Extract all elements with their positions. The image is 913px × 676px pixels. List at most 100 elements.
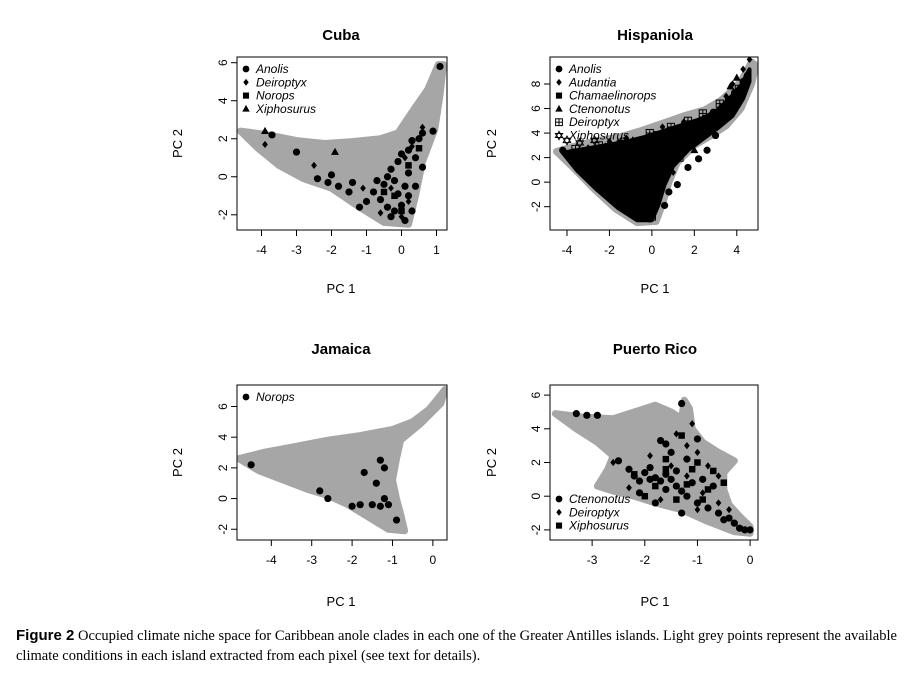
available-climate-point <box>601 439 609 447</box>
x-tick-label: -4 <box>562 243 573 257</box>
available-climate-point <box>321 160 329 168</box>
point-ctenonotus <box>625 465 633 473</box>
available-climate-point <box>257 455 265 463</box>
point-norops <box>380 494 389 503</box>
x-tick-label: 4 <box>733 243 740 257</box>
y-axis-label: PC 2 <box>484 129 499 158</box>
available-climate-point <box>370 516 378 524</box>
point-norops <box>391 192 398 200</box>
available-climate-point <box>712 461 720 469</box>
point-deiroptyx <box>405 197 412 206</box>
point-anolis <box>661 201 669 210</box>
legend-label-audantia: Audantia <box>568 75 617 89</box>
point-deiroptyx <box>715 99 724 108</box>
point-anolis <box>401 216 409 225</box>
available-climate-point <box>650 432 659 440</box>
available-climate-point <box>312 458 320 466</box>
y-tick-label: 2 <box>529 154 543 161</box>
available-climate-point <box>427 407 435 415</box>
point-deiroptyx <box>715 472 722 480</box>
point-anolis <box>578 147 586 156</box>
available-climate-point <box>364 489 372 498</box>
point-anolis <box>743 71 751 80</box>
point-norops <box>372 479 380 487</box>
point-xiphosurus <box>662 130 672 141</box>
legend-label-deiroptyx: Deiroptyx <box>256 75 308 89</box>
available-climate-point <box>374 155 382 163</box>
point-ctenonotus <box>699 475 707 483</box>
legend-label-ctenonotus: Ctenonotus <box>569 102 630 116</box>
x-axis-label: PC 1 <box>327 281 356 296</box>
available-climate-point <box>382 144 390 152</box>
occupied-region <box>560 67 752 223</box>
available-climate-point <box>423 95 432 103</box>
clade-points <box>247 456 401 524</box>
point-anolis <box>408 137 416 145</box>
available-climate-point <box>678 469 686 477</box>
x-tick-label: -1 <box>387 553 398 567</box>
available-climate-point <box>341 493 349 501</box>
legend-label-norops: Norops <box>256 390 295 404</box>
available-climate-point <box>277 137 285 145</box>
figure-caption: Figure 2 Occupied climate niche space fo… <box>16 626 898 666</box>
available-climate-point <box>657 464 665 472</box>
point-audantia <box>659 123 666 131</box>
available-climate-point <box>339 462 347 470</box>
point-ctenonotus <box>656 436 665 445</box>
point-chamaelinorops <box>642 182 649 190</box>
point-anolis <box>637 190 645 199</box>
point-anolis <box>362 197 371 206</box>
x-axis-label: PC 1 <box>641 594 670 609</box>
available-climate-point <box>312 145 320 153</box>
y-axis-label: PC 2 <box>170 448 185 477</box>
legend-label-anolis: Anolis <box>568 62 602 76</box>
legend-marker-norops <box>242 393 250 401</box>
point-ctenonotus <box>662 470 670 478</box>
available-climate-point <box>619 470 627 478</box>
point-xiphosurus <box>662 455 670 463</box>
x-tick-label: -1 <box>692 553 703 567</box>
y-tick-label: -2 <box>529 201 543 212</box>
x-tick-label: 0 <box>747 553 754 567</box>
available-climate-point <box>638 411 647 419</box>
point-ctenonotus <box>641 469 649 477</box>
legend-label-xiphosurus: Xiphosurus <box>568 519 629 533</box>
y-tick-label: 2 <box>216 464 230 471</box>
point-deiroptyx <box>610 458 617 467</box>
legend-label-xiphosurus: Xiphosurus <box>255 102 316 116</box>
available-climate-point <box>315 151 323 160</box>
available-climate-point <box>623 448 631 456</box>
available-climate-point <box>319 145 327 153</box>
available-climate-point <box>361 156 369 164</box>
available-climate-point <box>645 418 653 426</box>
legend-label-xiphosurus: Xiphosurus <box>568 129 629 143</box>
chart-panel-3: -4 -3 -2 -1 0 -2 0 2 4 6 Jamaica PC 1 PC 2 Norops <box>170 341 448 609</box>
legend-marker-xiphosurus <box>555 522 563 529</box>
point-anolis <box>397 150 406 158</box>
point-xiphosurus <box>652 482 659 490</box>
point-ctenonotus <box>667 475 675 483</box>
available-climate-point <box>373 491 381 499</box>
occupied-cloud <box>560 67 752 223</box>
point-anolis <box>559 146 567 154</box>
point-anolis <box>404 192 413 200</box>
point-xiphosurus <box>642 157 653 168</box>
point-deiroptyx <box>694 506 701 514</box>
available-climate-point <box>286 165 294 173</box>
point-deiroptyx <box>360 184 366 192</box>
y-tick-label: 4 <box>216 97 230 104</box>
point-xiphosurus <box>683 481 691 488</box>
available-climate-point <box>309 439 317 448</box>
y-tick-label: 2 <box>529 459 543 466</box>
point-ctenonotus <box>730 519 738 527</box>
point-xiphosurus <box>688 465 696 473</box>
available-climate-point <box>331 477 339 485</box>
point-anolis <box>327 171 336 179</box>
available-climate-point <box>575 424 583 432</box>
available-climate-point <box>378 474 386 482</box>
y-tick-label: 6 <box>216 403 230 410</box>
legend-marker-anolis <box>242 65 250 73</box>
point-audantia <box>585 144 592 152</box>
available-climate-point <box>324 474 332 482</box>
point-ctenonotus <box>667 448 675 456</box>
